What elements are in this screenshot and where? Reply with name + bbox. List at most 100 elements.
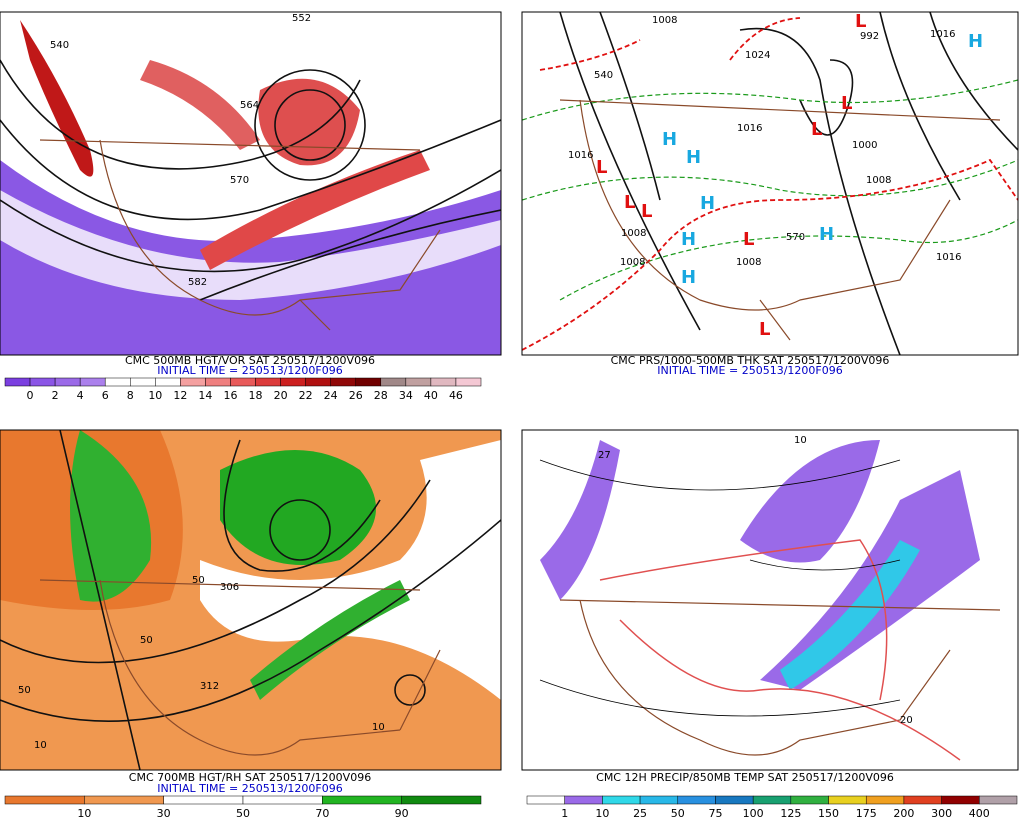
isobar-label: 1024 — [745, 50, 770, 61]
thickness-label: 570 — [786, 232, 805, 243]
color-swatch — [865, 795, 905, 805]
color-swatch — [255, 377, 281, 387]
color-swatch — [242, 795, 323, 805]
color-swatch — [979, 795, 1018, 805]
scale-label: 175 — [856, 807, 877, 819]
contour-label: 20 — [900, 715, 913, 726]
color-swatch — [380, 377, 407, 387]
scale-label: 300 — [931, 807, 952, 819]
thickness-label: 540 — [594, 70, 613, 81]
color-swatch — [130, 377, 156, 387]
color-swatch — [401, 795, 482, 805]
low-center: L — [596, 157, 607, 178]
contour-label: 50 — [18, 685, 31, 696]
map-500mb: 540 552 564 570 582 — [0, 12, 501, 355]
map-surface: 1008 1024 992 1016 540 1016 1016 1000 10… — [522, 11, 1018, 355]
low-center: L — [811, 119, 822, 140]
scale-label: 8 — [127, 389, 134, 402]
scale-label: 25 — [633, 807, 647, 819]
color-swatch — [305, 377, 331, 387]
contour-label: 570 — [230, 175, 249, 186]
isobar-label: 1016 — [568, 150, 593, 161]
color-swatch — [280, 377, 306, 387]
scale-label: 100 — [743, 807, 764, 819]
map-700mb: 50 306 50 312 10 10 50 — [0, 430, 501, 770]
high-center: H — [819, 224, 834, 245]
color-swatch — [828, 795, 867, 805]
isobar-label: 1008 — [621, 228, 646, 239]
color-swatch — [564, 795, 603, 805]
scale-label: 150 — [818, 807, 839, 819]
scale-label: 50 — [671, 807, 685, 819]
caption: CMC PRS/1000-500MB THK SAT 250517/1200V0… — [611, 354, 890, 367]
color-swatch — [430, 377, 457, 387]
contour-label: 10 — [34, 740, 47, 751]
scale-label: 24 — [324, 389, 338, 402]
color-swatch — [526, 795, 565, 805]
scale-label: 6 — [102, 389, 109, 402]
low-center: L — [743, 229, 754, 250]
color-swatch — [155, 377, 181, 387]
color-swatch — [602, 795, 641, 805]
color-swatch — [104, 377, 131, 387]
color-swatch — [752, 795, 792, 805]
low-center: L — [624, 192, 635, 213]
isobar-label: 1000 — [852, 140, 877, 151]
isobar-label: 1008 — [652, 15, 677, 26]
contour-label: 306 — [220, 582, 239, 593]
scale-label: 400 — [969, 807, 990, 819]
scale-label: 10 — [148, 389, 162, 402]
color-swatch — [715, 795, 754, 805]
high-center: H — [681, 267, 696, 288]
scale-label: 0 — [27, 389, 34, 402]
isobar-label: 1008 — [736, 257, 761, 268]
scale-label: 28 — [374, 389, 388, 402]
scale-label: 14 — [198, 389, 212, 402]
isobar-label: 1008 — [620, 257, 645, 268]
high-center: H — [681, 229, 696, 250]
color-swatch — [455, 377, 482, 387]
low-center: L — [841, 93, 852, 114]
color-swatch — [54, 377, 81, 387]
contour-label: 540 — [50, 40, 69, 51]
initial-time: INITIAL TIME = 250513/1200F096 — [657, 364, 842, 377]
color-swatch — [677, 795, 716, 805]
contour-label: 10 — [794, 435, 807, 446]
color-swatch — [790, 795, 829, 805]
contour-label: 50 — [192, 575, 205, 586]
isobar-label: 1016 — [930, 29, 955, 40]
color-swatch — [4, 795, 85, 805]
isobar-label: 1016 — [737, 123, 762, 134]
scale-label: 12 — [173, 389, 187, 402]
color-swatch — [355, 377, 382, 387]
initial-time: INITIAL TIME = 250513/1200F096 — [157, 782, 342, 795]
initial-time: INITIAL TIME = 250513/1200F096 — [157, 364, 342, 377]
low-center: L — [759, 319, 770, 340]
isobar-label: 992 — [860, 31, 879, 42]
scale-label: 1 — [561, 807, 568, 819]
contour-label: 10 — [372, 722, 385, 733]
scale-label: 22 — [299, 389, 313, 402]
scale-label: 90 — [395, 807, 409, 819]
color-swatch — [230, 377, 256, 387]
isobar-label: 1008 — [866, 175, 891, 186]
contour-label: 27 — [598, 450, 611, 461]
scale-label: 200 — [893, 807, 914, 819]
low-center: L — [641, 201, 652, 222]
scale-label: 75 — [708, 807, 722, 819]
high-center: H — [968, 31, 983, 52]
scale-label: 10 — [595, 807, 609, 819]
caption: CMC 500MB HGT/VOR SAT 250517/1200V096 — [125, 354, 375, 367]
caption: CMC 12H PRECIP/850MB TEMP SAT 250517/120… — [596, 771, 894, 784]
contour-label: 552 — [292, 13, 311, 24]
scale-label: 18 — [249, 389, 263, 402]
scale-label: 30 — [157, 807, 171, 819]
contour-label: 312 — [200, 681, 219, 692]
low-center: L — [855, 11, 866, 32]
scale-label: 2 — [52, 389, 59, 402]
contour-label: 564 — [240, 100, 259, 111]
caption: CMC 700MB HGT/RH SAT 250517/1200V096 — [129, 771, 371, 784]
scale-label: 34 — [399, 389, 413, 402]
color-swatch — [79, 377, 106, 387]
